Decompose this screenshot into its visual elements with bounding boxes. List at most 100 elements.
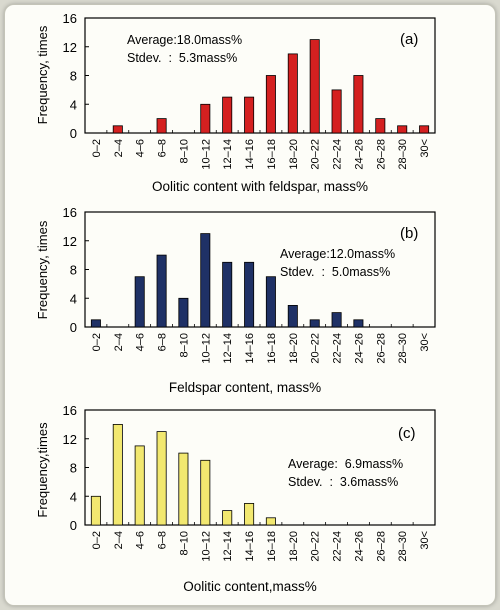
panel-c-x-tick-label-4: 8–10 [178, 531, 190, 555]
panel-c-x-tick-label-11: 22–24 [332, 531, 344, 562]
panel-b-x-tick-label-13: 26–28 [375, 333, 387, 364]
panel-b-x-tick-label-0: 0–2 [91, 333, 103, 351]
panel-a-x-tick-label-1: 2–4 [113, 139, 125, 157]
panel-a-x-axis-title: Oolitic content with feldspar, mass% [152, 179, 368, 194]
panel-c: 0 4 8 12 16 0–2 2–4 4–6 6–8 8–10 10–12 12–14 14–16 1… [35, 403, 436, 594]
panel-b-bar-0 [90, 319, 101, 328]
panel-b-bar-11 [331, 312, 342, 328]
panel-c-x-tick-label-14: 28–30 [397, 531, 409, 562]
panel-a-y-tick-label-1: 4 [70, 97, 77, 112]
panel-b-x-tick-label-4: 8–10 [178, 333, 190, 357]
panel-a-y-tick-label-2: 8 [70, 69, 77, 84]
panel-b-y-tick-label-4: 16 [63, 205, 77, 220]
panel-a-x-tick-label-9: 18–20 [288, 139, 300, 170]
panel-c-bars [90, 423, 276, 526]
panel-b-bar-8 [265, 276, 276, 328]
panel-c-y-tick-label-2: 8 [70, 461, 77, 476]
panel-a-x-tick-label-5: 10–12 [200, 139, 212, 170]
panel-a-bar-11 [331, 89, 342, 134]
panel-c-x-tick-label-0: 0–2 [91, 531, 103, 549]
panel-b-x-tick-label-8: 16–18 [266, 333, 278, 364]
panel-a-bar-1 [112, 125, 123, 134]
panel-b-y-tick-label-0: 0 [70, 320, 77, 335]
panel-c-x-tick-label-13: 26–28 [375, 531, 387, 562]
panel-c-x-tick-label-8: 16–18 [266, 531, 278, 562]
panel-c-bar-0 [90, 495, 101, 526]
panel-b-stdev: Stdev. : 5.0mass% [280, 265, 390, 279]
panel-b-bar-3 [156, 254, 167, 328]
panel-b-x-tick-label-2: 4–6 [135, 333, 147, 351]
panel-a-x-tick-label-10: 20–22 [310, 139, 322, 170]
panel-a-x-ticks: 0–2 2–4 4–6 6–8 8–10 10–12 12–14 14–16 16–18 18–2… [84, 130, 431, 170]
panel-a-x-tick-label-4: 8–10 [178, 139, 190, 163]
panel-b: 0 4 8 12 16 0–2 2–4 4–6 6–8 8–10 10–12 12–14 14–16 1… [35, 205, 436, 395]
panel-c-bar-8 [265, 517, 276, 526]
panel-a-y-tick-label-3: 12 [63, 40, 77, 55]
panel-a-bar-8 [265, 75, 276, 134]
panel-a-bar-7 [244, 96, 255, 134]
panel-c-x-tick-label-5: 10–12 [200, 531, 212, 562]
panel-c-bar-7 [244, 502, 255, 526]
panel-a-bar-6 [222, 96, 233, 134]
panel-b-x-tick-label-6: 12–14 [222, 333, 234, 364]
panel-b-x-tick-label-11: 22–24 [332, 333, 344, 364]
panel-b-x-tick-label-14: 28–30 [397, 333, 409, 364]
panel-a-bar-3 [156, 118, 167, 134]
panel-a-y-ticks: 0 4 8 12 16 [63, 11, 89, 141]
panel-a-bar-9 [287, 53, 298, 134]
panel-c-x-tick-label-6: 12–14 [222, 531, 234, 562]
panel-b-y-tick-label-1: 4 [70, 291, 77, 306]
panel-a-x-tick-label-6: 12–14 [222, 139, 234, 170]
panel-c-bar-4 [178, 452, 189, 526]
panel-a-x-tick-label-7: 14–16 [244, 139, 256, 170]
panel-a-bar-12 [353, 75, 364, 134]
panel-a-y-tick-label-0: 0 [70, 126, 77, 141]
panel-b-x-axis-title: Feldspar content, mass% [169, 380, 321, 395]
panel-c-x-tick-label-1: 2–4 [113, 531, 125, 549]
panel-b-bar-2 [134, 276, 145, 328]
panel-b-x-tick-label-5: 10–12 [200, 333, 212, 364]
panel-b-y-axis-title: Frequency, times [35, 220, 50, 319]
panel-b-average: Average:12.0mass% [280, 247, 395, 261]
panel-a-y-tick-label-4: 16 [63, 11, 77, 26]
panel-c-x-tick-label-15: 30< [419, 531, 431, 550]
panel-a-x-tick-label-12: 24–26 [353, 139, 365, 170]
panel-a: 0 4 8 12 16 0–2 2–4 4–6 6–8 8–10 10–12 12–14 14–16 1… [35, 11, 436, 194]
panel-b-x-tick-label-9: 18–20 [288, 333, 300, 364]
panel-c-y-tick-label-1: 4 [70, 489, 77, 504]
panel-b-bar-9 [287, 304, 298, 328]
panel-b-x-tick-label-12: 24–26 [353, 333, 365, 364]
panel-a-x-tick-label-0: 0–2 [91, 139, 103, 157]
panel-b-x-tick-label-15: 30< [419, 333, 431, 352]
panel-a-label: (a) [400, 31, 418, 48]
panel-b-label: (b) [400, 225, 418, 242]
panel-b-bar-4 [178, 297, 189, 328]
panel-b-x-tick-label-7: 14–16 [244, 333, 256, 364]
panel-b-bar-6 [222, 261, 233, 328]
panel-c-y-axis-title: Frequency,times [35, 422, 50, 518]
panel-c-y-tick-label-0: 0 [70, 518, 77, 533]
panel-c-stdev: Stdev. : 3.6mass% [288, 475, 398, 489]
panel-b-bar-12 [353, 319, 364, 328]
panel-b-y-tick-label-2: 8 [70, 263, 77, 278]
panel-a-x-tick-label-15: 30< [419, 139, 431, 158]
panel-c-y-ticks: 0 4 8 12 16 [63, 403, 89, 533]
panel-b-x-tick-label-3: 6–8 [157, 333, 169, 351]
panel-c-bar-6 [222, 510, 233, 526]
panel-a-bars [112, 39, 430, 134]
panel-b-x-ticks: 0–2 2–4 4–6 6–8 8–10 10–12 12–14 14–16 16–18 18–2… [84, 324, 431, 364]
panel-a-x-tick-label-13: 26–28 [375, 139, 387, 170]
panel-a-x-tick-label-8: 16–18 [266, 139, 278, 170]
panel-a-bar-10 [309, 39, 320, 134]
panel-c-y-tick-label-3: 12 [63, 432, 77, 447]
panel-a-bar-14 [397, 125, 408, 134]
panel-b-y-ticks: 0 4 8 12 16 [63, 205, 89, 335]
panel-b-bar-5 [200, 233, 211, 328]
panel-c-bar-2 [134, 445, 145, 526]
panel-c-bar-1 [112, 423, 123, 526]
panel-a-stdev: Stdev. : 5.3mass% [127, 51, 237, 65]
panel-c-x-ticks: 0–2 2–4 4–6 6–8 8–10 10–12 12–14 14–16 16–18 18–2… [84, 522, 431, 562]
panel-a-x-tick-label-11: 22–24 [332, 139, 344, 170]
panel-a-x-tick-label-2: 4–6 [135, 139, 147, 157]
